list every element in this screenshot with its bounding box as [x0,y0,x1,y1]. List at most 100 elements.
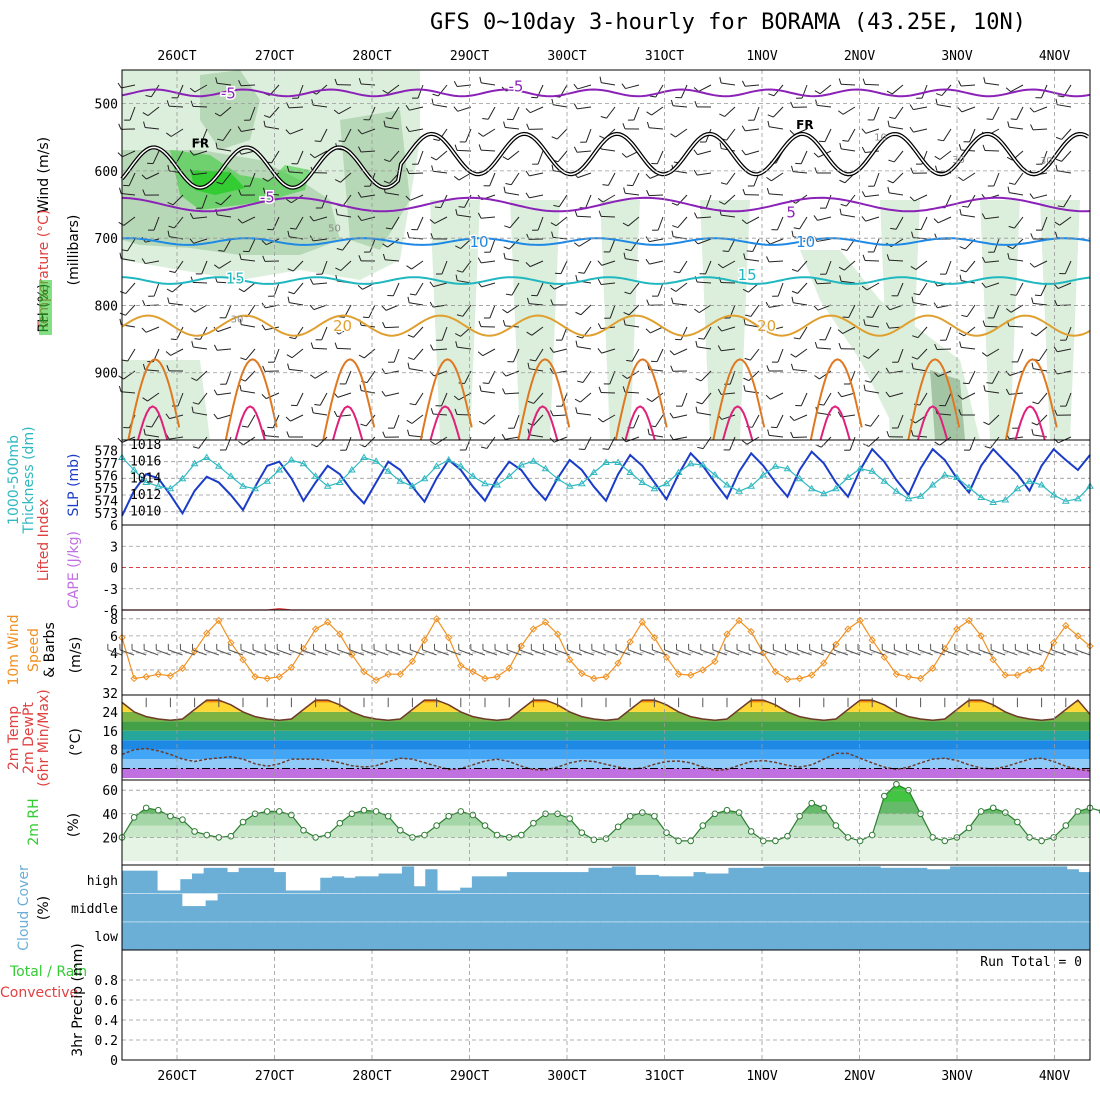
wind-barb [680,326,688,340]
wind-barb [1015,649,1030,656]
wind-barb [817,304,832,311]
wind-barb-flag [669,412,674,419]
wind-barb-flag [599,76,602,83]
wind-barb-flag [698,337,705,340]
wind-speed-marker [1025,666,1034,674]
wind-barb-flag [502,320,506,327]
wind-barb-flag [549,347,554,353]
wind-barb [144,649,159,656]
wind-barb-flag [502,156,509,161]
wind-barb [291,194,304,204]
wind-speed-marker [444,633,453,642]
isotherm-minus5-line [121,88,1091,98]
wind-barb [696,281,712,284]
thickness-marker [1037,481,1046,488]
cloud-low-bar [779,922,792,950]
freezing-label: FR [192,136,209,150]
wind-barb [889,192,904,196]
wind-barb-flag [143,428,146,435]
isotherm-5-line [121,196,1091,213]
wind-barb-flag [909,104,914,110]
wind-barb-flag [434,206,441,209]
wind-barb [842,106,856,115]
wind-barb-flag [189,307,196,313]
cloud-high-bar [448,890,461,894]
wind-barb [373,649,389,656]
cloud-low-bar [1042,922,1055,950]
wind-barb [749,649,764,656]
wind-barb-flag [1029,262,1035,268]
wind-barb [629,282,640,295]
cloud-middle-bar [361,893,374,922]
wind-barb [650,326,664,334]
wind-barb [1009,126,1024,130]
wind-barb [1032,128,1048,131]
wind-barb [1075,649,1091,656]
wind-barb [415,392,424,406]
wind-barb [882,649,897,656]
cloud-middle-bar [827,893,840,922]
wind-barb-flag [887,186,890,193]
cloud-low-bar [839,922,852,950]
wind-barb [864,83,880,86]
wind-barb [721,326,736,332]
cloud-middle-bar [839,893,852,922]
wind-barb-flag [238,189,242,196]
wind-barb [702,436,712,449]
wind-barb-flag [768,93,775,97]
wind-barb-flag [479,385,482,392]
wind-barb-flag [842,316,849,319]
wind-barb-flag [478,144,482,151]
wind-barb-flag [1055,136,1062,140]
isotherm-15-line [121,276,1091,285]
wind-barb-flag [550,222,557,227]
wind-barb [121,258,136,262]
wind-barb-flag [913,293,920,296]
wind-barb [777,348,784,363]
cloud-middle-bar [193,906,207,922]
wind-barb [993,304,1000,319]
wind-barb [193,412,208,416]
wind-barb [961,106,976,113]
wind-barb-flag [334,342,338,349]
wind-barb [630,238,640,251]
cloud-high-bar [250,867,263,894]
wind-barb [833,649,849,656]
isotherm-label: 10 [796,233,815,251]
wind-barb [204,649,219,656]
wind-barb [434,649,449,656]
wind-barb [750,348,760,361]
wind-barb [649,260,664,265]
wind-barb [265,392,280,400]
wind-barb [698,304,712,314]
isotherm-30-line [332,405,364,441]
wind-barb [873,238,880,253]
thickness-marker [565,482,574,489]
wind-barb [387,238,400,248]
wind-barb [628,649,643,656]
wind-barb-flag [1053,368,1058,375]
wind-barb [168,105,184,108]
wind-barb-flag [911,362,914,369]
wind-barb-flag [454,144,458,151]
wind-barb-flag [722,250,729,252]
cloud-middle-bar [492,893,506,922]
wind-barb [750,304,760,317]
wind-speed-marker [493,673,501,681]
cloud-middle-bar [253,893,267,922]
date-label-top: 4NOV [1039,49,1070,64]
wind-barb [648,194,664,197]
wind-barb-flag [1008,182,1016,185]
cloud-high-bar [728,867,741,894]
wind-barb [244,370,256,382]
slp-tick: 1016 [130,455,161,470]
wind-barb-flag [142,363,146,370]
thickness-marker [311,472,320,479]
wind-barb [519,649,534,656]
wind-barb [289,171,304,174]
cloud-middle-bar [516,893,529,922]
panel-frame [121,439,1091,526]
isotherm-25-line [517,358,571,441]
wind-barb [751,414,760,428]
wind-barb-flag [743,318,746,325]
